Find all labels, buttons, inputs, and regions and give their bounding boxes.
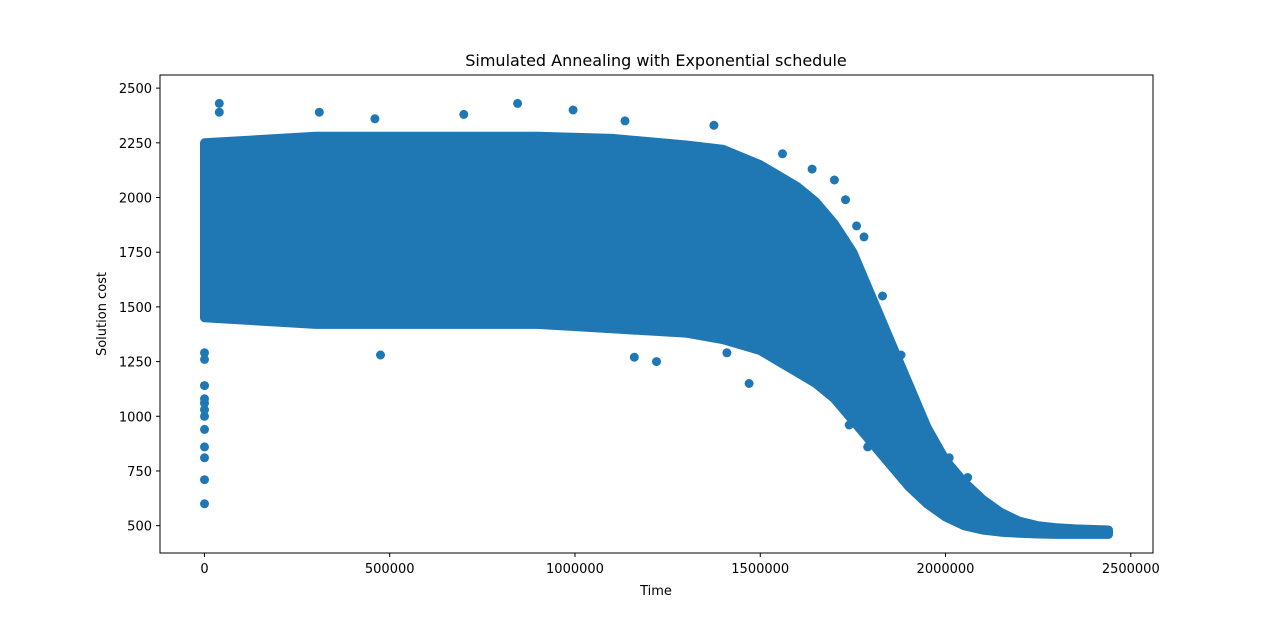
data-point [963,473,973,482]
y-tick-label: 1000 [119,410,152,425]
data-points [200,98,1113,538]
data-band [200,131,1113,539]
data-point [370,114,380,124]
data-point [722,348,732,358]
x-axis: 0 500000 1000000 1500000 2000000 2500000 [200,553,1160,577]
data-point [200,354,209,364]
data-point [459,109,469,119]
data-point [778,149,787,159]
data-point [200,442,209,452]
data-point [911,400,921,410]
y-axis-label: Solution cost [95,272,110,356]
data-point [200,381,209,391]
data-point [200,453,209,463]
x-axis-label: Time [639,584,672,599]
data-point [200,348,209,358]
y-tick-label: 2000 [119,192,152,207]
x-tick-label: 2000000 [917,562,975,577]
data-point [944,453,954,463]
data-point [863,442,873,452]
y-tick-label: 1750 [119,246,152,261]
data-point [200,499,209,509]
data-point [200,475,209,485]
data-point [376,350,385,360]
x-tick-label: 500000 [365,562,415,577]
data-point [829,175,839,185]
x-tick-label: 1000000 [546,562,604,577]
y-tick-label: 1500 [119,301,152,316]
y-axis: 500 750 1000 1250 1500 1750 2000 2250 2500 [119,82,160,535]
data-point [513,98,523,108]
plot-frame [159,74,1154,554]
x-tick-label: 2500000 [1102,562,1160,577]
chart-title: Simulated Annealing with Exponential sch… [465,51,847,70]
data-point [807,164,817,174]
y-tick-label: 500 [127,520,152,535]
x-tick-label: 1500000 [731,562,789,577]
data-point [852,221,862,231]
y-tick-label: 2500 [119,82,152,97]
data-point [952,514,962,524]
data-point [568,105,578,115]
data-point [744,379,754,388]
data-point [878,291,887,301]
data-point [214,98,224,108]
data-point [709,120,719,130]
data-point [214,107,224,117]
data-point [314,107,324,117]
data-point [200,394,209,404]
data-point [859,232,869,242]
x-tick-label: 0 [200,562,208,577]
data-point [620,116,630,126]
y-tick-label: 750 [127,465,152,480]
data-point [1104,528,1113,538]
y-tick-label: 1250 [119,356,152,371]
data-point [844,420,854,430]
y-tick-label: 2250 [119,137,152,152]
dense-point-band [200,131,1113,539]
data-point [200,411,209,421]
data-point [652,357,661,367]
data-point [896,350,906,360]
data-point [629,352,639,362]
data-point [841,195,850,205]
data-point [200,424,209,434]
data-point [200,405,209,415]
